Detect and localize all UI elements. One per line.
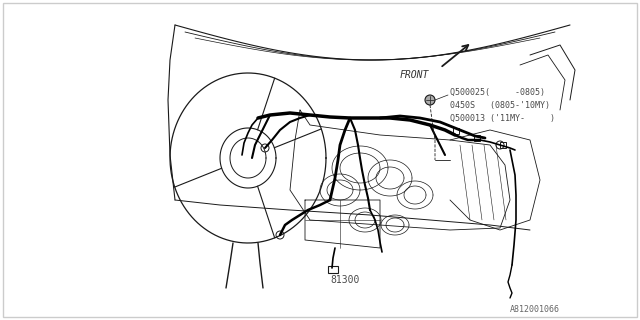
Text: FRONT: FRONT xyxy=(400,70,429,80)
Text: Q500025(     -0805): Q500025( -0805) xyxy=(450,88,545,97)
Circle shape xyxy=(425,95,435,105)
Bar xyxy=(500,142,506,148)
Bar xyxy=(474,135,480,141)
Bar xyxy=(453,128,459,134)
Bar xyxy=(328,266,338,273)
Text: 81300: 81300 xyxy=(330,275,360,285)
Text: 0450S   (0805-'10MY): 0450S (0805-'10MY) xyxy=(450,101,550,110)
Text: A812001066: A812001066 xyxy=(510,305,560,314)
Text: Q500013 ('11MY-     ): Q500013 ('11MY- ) xyxy=(450,114,555,123)
